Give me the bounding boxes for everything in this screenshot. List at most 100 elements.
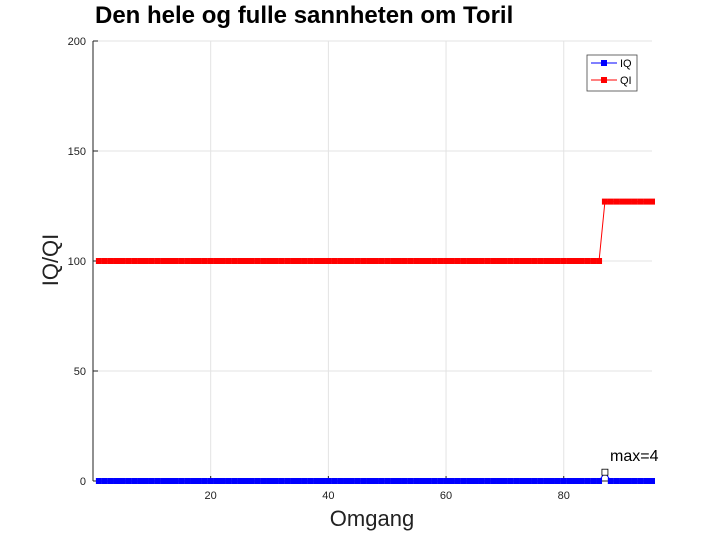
series-qi-point bbox=[619, 198, 626, 205]
series-qi-point bbox=[395, 258, 402, 264]
series-iq-point bbox=[637, 478, 644, 484]
series-qi-point bbox=[531, 258, 538, 264]
series-qi-point bbox=[560, 258, 567, 264]
series-qi-line bbox=[98, 201, 652, 262]
series-iq-point bbox=[284, 478, 291, 484]
series-iq-point bbox=[554, 478, 561, 484]
series-iq-point bbox=[119, 478, 126, 484]
series-iq-point bbox=[360, 478, 367, 484]
series-iq-point bbox=[631, 478, 638, 484]
series-iq-point bbox=[490, 478, 497, 484]
series-qi-point bbox=[137, 258, 144, 264]
series-qi-point bbox=[131, 258, 138, 264]
series-iq-point bbox=[248, 478, 255, 484]
series-qi-point bbox=[484, 258, 491, 264]
series-qi-point bbox=[237, 258, 244, 264]
series-iq-point bbox=[207, 478, 214, 484]
series-qi-point bbox=[478, 258, 485, 264]
x-tick-label: 40 bbox=[322, 490, 334, 502]
series-qi-point bbox=[142, 258, 149, 264]
series-qi-point bbox=[348, 258, 355, 264]
series-iq-point bbox=[107, 478, 114, 484]
series-iq-point bbox=[401, 478, 408, 484]
series-qi-point bbox=[425, 258, 432, 264]
legend: IQ QI bbox=[586, 54, 638, 92]
series-iq-point bbox=[260, 478, 267, 484]
series-iq-point bbox=[466, 478, 473, 484]
series-qi-point bbox=[372, 258, 379, 264]
series-qi-point bbox=[543, 258, 550, 264]
series-qi-point bbox=[125, 258, 132, 264]
series-qi-point bbox=[443, 258, 450, 264]
series-qi-point bbox=[260, 258, 267, 264]
series-iq-point bbox=[366, 478, 373, 484]
series-iq-point bbox=[148, 478, 155, 484]
series-qi-point bbox=[207, 258, 214, 264]
series-iq-point bbox=[184, 478, 191, 484]
series-iq-point bbox=[95, 478, 102, 484]
series-qi-point bbox=[160, 258, 167, 264]
series-qi-point bbox=[548, 258, 555, 264]
series-iq-point bbox=[237, 478, 244, 484]
series-iq-point bbox=[319, 478, 326, 484]
y-tick-label: 0 bbox=[80, 476, 86, 488]
series-iq-point bbox=[354, 478, 361, 484]
series-qi-point bbox=[601, 198, 608, 205]
series-iq-point bbox=[419, 478, 426, 484]
series-iq-point bbox=[337, 478, 344, 484]
series-iq-point bbox=[113, 478, 120, 484]
series-qi-point bbox=[537, 258, 544, 264]
series-iq-point bbox=[384, 478, 391, 484]
series-iq-point bbox=[501, 478, 508, 484]
series-iq-point bbox=[307, 478, 314, 484]
series-qi-point bbox=[331, 258, 338, 264]
series-iq-point bbox=[142, 478, 149, 484]
series-qi-point bbox=[454, 258, 461, 264]
series-iq-point bbox=[584, 478, 591, 484]
series-qi-point bbox=[184, 258, 191, 264]
series-qi-point bbox=[637, 198, 644, 205]
series-qi-point bbox=[272, 258, 279, 264]
tick-labels: 20 40 60 80 0 50 100 150 200 bbox=[68, 36, 570, 502]
legend-iq-marker bbox=[601, 60, 607, 66]
series-qi-point bbox=[213, 258, 220, 264]
series-iq-point bbox=[137, 478, 144, 484]
series-qi-point bbox=[390, 258, 397, 264]
series-iq-point bbox=[572, 478, 579, 484]
x-tick-label: 20 bbox=[205, 490, 217, 502]
y-tick-label: 150 bbox=[68, 146, 86, 158]
series-qi-point bbox=[507, 258, 514, 264]
series-iq-point bbox=[343, 478, 350, 484]
legend-qi-marker bbox=[601, 77, 607, 83]
series-iq-point bbox=[443, 478, 450, 484]
series-iq-point bbox=[413, 478, 420, 484]
series-qi-point bbox=[384, 258, 391, 264]
series-qi-point bbox=[572, 258, 579, 264]
series-qi-point bbox=[343, 258, 350, 264]
chart-title: Den hele og fulle sannheten om Toril bbox=[95, 2, 513, 29]
series-iq-point bbox=[378, 478, 385, 484]
series-qi-point bbox=[295, 258, 302, 264]
series-qi-point bbox=[431, 258, 438, 264]
series-qi-point bbox=[254, 258, 261, 264]
series-iq-point bbox=[448, 478, 455, 484]
series-iq-point bbox=[478, 478, 485, 484]
series-iq-point bbox=[507, 478, 514, 484]
series-qi-point bbox=[95, 258, 102, 264]
series-iq-point bbox=[101, 478, 108, 484]
series-qi-point bbox=[166, 258, 173, 264]
legend-qi-label: QI bbox=[620, 75, 632, 87]
series-qi-point bbox=[190, 258, 197, 264]
series-qi-point bbox=[413, 258, 420, 264]
series-qi-point bbox=[554, 258, 561, 264]
series-qi-point bbox=[178, 258, 185, 264]
series-iq-point bbox=[201, 478, 208, 484]
series-qi-point bbox=[566, 258, 573, 264]
y-tick-label: 50 bbox=[74, 366, 86, 378]
series-iq-point bbox=[454, 478, 461, 484]
series-iq-point bbox=[390, 478, 397, 484]
series-qi-point bbox=[613, 198, 620, 205]
series-iq-point bbox=[254, 478, 261, 484]
series-iq-point bbox=[566, 478, 573, 484]
